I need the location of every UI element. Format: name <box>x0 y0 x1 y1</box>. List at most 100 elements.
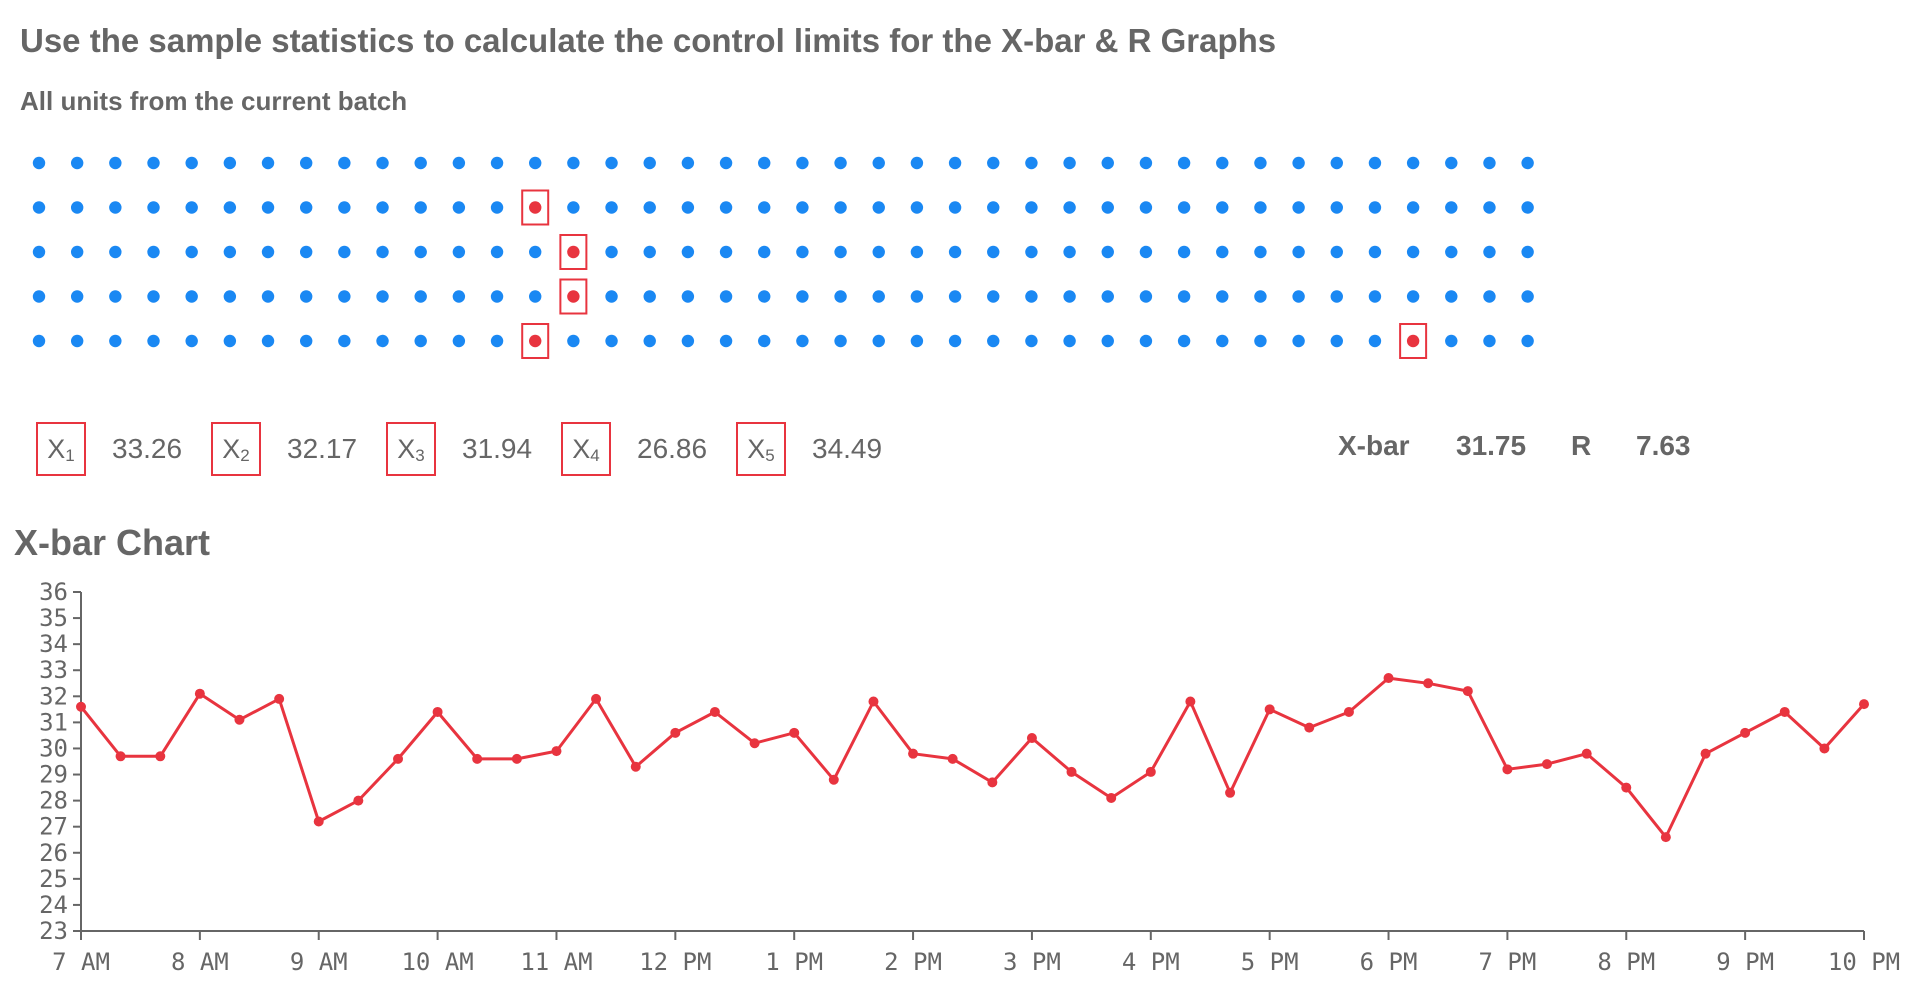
unit-dot <box>1101 334 1114 348</box>
unit-dot <box>1254 201 1267 214</box>
unit-dot <box>834 201 847 214</box>
xbar-point <box>709 706 720 717</box>
sample-3-value: 31.94 <box>462 433 533 464</box>
xbar-series-line <box>79 676 1866 839</box>
unit-dot <box>719 156 733 170</box>
unit-dot <box>452 334 466 348</box>
xbar-point <box>591 693 602 704</box>
unit-dot <box>643 245 656 259</box>
selected-unit-box <box>521 189 550 226</box>
unit-dot <box>1483 334 1496 348</box>
x-tick-label: 11 AM <box>520 948 592 976</box>
unit-dot <box>109 334 122 348</box>
xbar-point <box>1026 733 1037 744</box>
unit-dot <box>109 290 122 303</box>
unit-dot <box>1177 201 1191 214</box>
unit-dot <box>834 156 847 170</box>
unit-dot <box>1406 290 1420 303</box>
unit-dot <box>32 245 46 259</box>
xbar-point <box>1660 832 1671 843</box>
unit-dot <box>1254 334 1267 348</box>
unit-dot <box>1101 290 1114 303</box>
selected-unit-box <box>521 323 550 359</box>
xbar-point <box>749 738 760 749</box>
unit-dot <box>1483 156 1496 170</box>
unit-dot <box>1406 156 1420 170</box>
unit-dot <box>1330 290 1343 303</box>
unit-dot <box>529 156 542 170</box>
unit-dot <box>681 290 695 303</box>
unit-dot <box>643 334 656 348</box>
unit-dot <box>1177 290 1191 303</box>
x-tick-label: 12 PM <box>639 948 711 976</box>
unit-dot <box>758 245 771 259</box>
unit-dot <box>1368 156 1382 170</box>
unit-dot <box>261 290 275 303</box>
unit-dot <box>147 245 160 259</box>
unit-dot <box>338 156 351 170</box>
xbar-point <box>1383 673 1394 684</box>
xbar-point <box>1264 704 1275 715</box>
xbar-point <box>115 751 126 762</box>
unit-dot <box>376 334 389 348</box>
unit-dot <box>1292 201 1305 214</box>
x-tick-label: 7 PM <box>1479 948 1537 976</box>
unit-dot <box>1063 290 1076 303</box>
x-tick-label: 9 PM <box>1716 948 1774 976</box>
unit-dot <box>1025 245 1038 259</box>
unit-dot <box>147 290 160 303</box>
selected-unit-box <box>1399 323 1428 359</box>
unit-dot <box>758 156 771 170</box>
unit-dot <box>1445 334 1458 348</box>
unit-dot <box>1216 156 1229 170</box>
unit-dot <box>338 334 351 348</box>
unit-dot <box>1445 245 1458 259</box>
unit-dot <box>719 290 733 303</box>
unit-dot <box>1292 334 1305 348</box>
unit-dot <box>872 156 885 170</box>
y-tick-label: 26 <box>39 839 68 867</box>
unit-dot <box>948 245 962 259</box>
xbar-point <box>194 688 205 699</box>
unit-dot <box>490 334 504 348</box>
xbar-point <box>1343 706 1354 717</box>
unit-dot <box>1521 156 1534 170</box>
sampled-unit-dot <box>529 201 542 214</box>
unit-dot <box>643 290 656 303</box>
xbar-point <box>670 727 681 738</box>
unit-dot <box>1177 334 1191 348</box>
unit-dot <box>1177 245 1191 259</box>
xbar-point <box>1621 782 1632 793</box>
unit-dot <box>681 245 695 259</box>
sampled-unit-dot <box>567 245 580 259</box>
unit-dot <box>1483 245 1496 259</box>
y-tick-label: 34 <box>39 630 68 658</box>
unit-dot <box>796 156 809 170</box>
x-tick-label: 10 AM <box>401 948 473 976</box>
unit-dot <box>1063 334 1076 348</box>
xbar-point <box>155 751 166 762</box>
xbar-point <box>1106 793 1117 804</box>
unit-dot <box>1139 156 1153 170</box>
r-value: 7.63 <box>1636 430 1691 461</box>
unit-dot <box>376 201 389 214</box>
unit-dot <box>338 201 351 214</box>
unit-dot <box>32 201 46 214</box>
xbar-point <box>908 748 919 759</box>
unit-dot <box>987 156 1000 170</box>
unit-dot <box>529 245 542 259</box>
unit-dot <box>185 334 198 348</box>
unit-dot <box>987 201 1000 214</box>
unit-dot <box>987 290 1000 303</box>
xbar-point <box>828 774 839 785</box>
xbar-point <box>472 753 483 764</box>
xbar-point <box>1779 706 1790 717</box>
unit-dot <box>223 290 237 303</box>
unit-dot <box>490 290 504 303</box>
sampled-unit-dot <box>567 290 580 303</box>
